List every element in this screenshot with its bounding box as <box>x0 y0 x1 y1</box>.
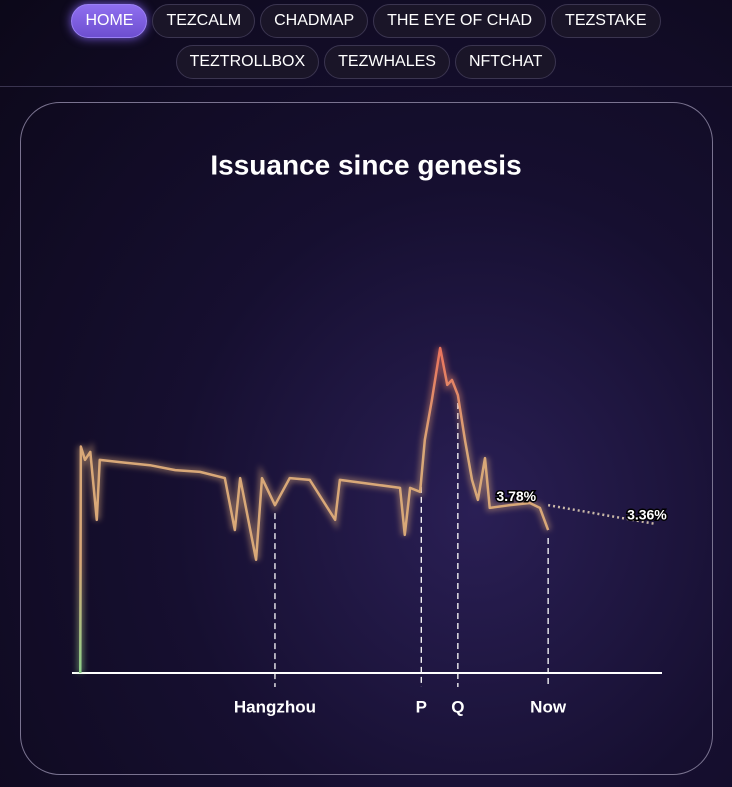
nav-button[interactable]: NFTCHAT <box>454 45 557 79</box>
value-label: 3.36% <box>627 507 667 523</box>
nav-button[interactable]: THE EYE OF CHAD <box>373 4 547 38</box>
chart-card <box>20 102 713 775</box>
nav-button[interactable]: TEZCALM <box>152 4 256 38</box>
line-glow <box>76 347 552 674</box>
nav-bar: HOME TEZCALM CHADMAP THE EYE OF CHAD TEZSTAK… <box>0 4 732 79</box>
nav-button[interactable]: HOME <box>71 4 148 38</box>
nav-button[interactable]: TEZWHALES <box>324 45 450 79</box>
nav-button[interactable]: CHADMAP <box>260 4 369 38</box>
projection-line <box>547 503 656 526</box>
chart-title: Issuance since genesis <box>210 149 521 180</box>
line <box>79 346 550 674</box>
value-label: 3.78% <box>496 488 536 504</box>
event-label: P <box>416 697 427 716</box>
nav-button[interactable]: TEZTROLLBOX <box>175 45 320 79</box>
event-label: Hangzhou <box>234 697 316 716</box>
divider <box>0 86 732 87</box>
nav-button[interactable]: TEZSTAKE <box>551 4 661 38</box>
event-label: Q <box>451 697 464 716</box>
event-label: Now <box>530 697 567 716</box>
